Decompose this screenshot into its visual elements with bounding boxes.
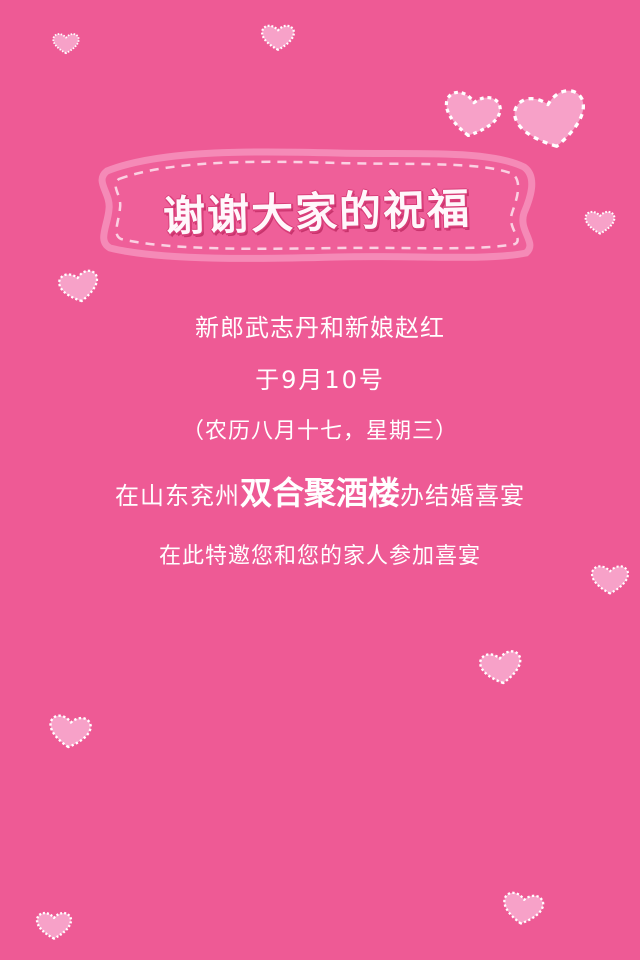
heart-icon xyxy=(474,645,529,690)
heart-icon xyxy=(588,562,632,596)
heart-icon xyxy=(44,710,96,753)
venue-name: 双合聚酒楼 xyxy=(239,474,400,512)
heart-icon xyxy=(436,83,508,145)
venue-suffix: 办结婚喜宴 xyxy=(400,482,525,510)
banner-title: 谢谢大家的祝福 xyxy=(162,183,472,242)
heart-icon xyxy=(497,885,548,931)
date-line: 于9月10号 xyxy=(255,366,385,394)
heart-icon xyxy=(53,264,105,307)
heart-icon xyxy=(583,208,617,236)
venue-prefix: 在山东兖州 xyxy=(114,482,240,510)
invitation-line: 在此特邀您和您的家人参加喜宴 xyxy=(158,544,481,569)
couple-line: 新郎武志丹和新娘赵红 xyxy=(195,314,445,342)
venue-line: 在山东兖州双合聚酒楼办结婚喜宴 xyxy=(0,468,640,514)
heart-icon xyxy=(258,22,298,52)
heart-icon xyxy=(503,74,599,163)
heart-icon xyxy=(34,909,74,941)
heart-icon xyxy=(49,31,83,55)
lunar-date-line: （农历八月十七，星期三） xyxy=(181,419,458,444)
title-banner: 谢谢大家的祝福 xyxy=(92,143,542,263)
